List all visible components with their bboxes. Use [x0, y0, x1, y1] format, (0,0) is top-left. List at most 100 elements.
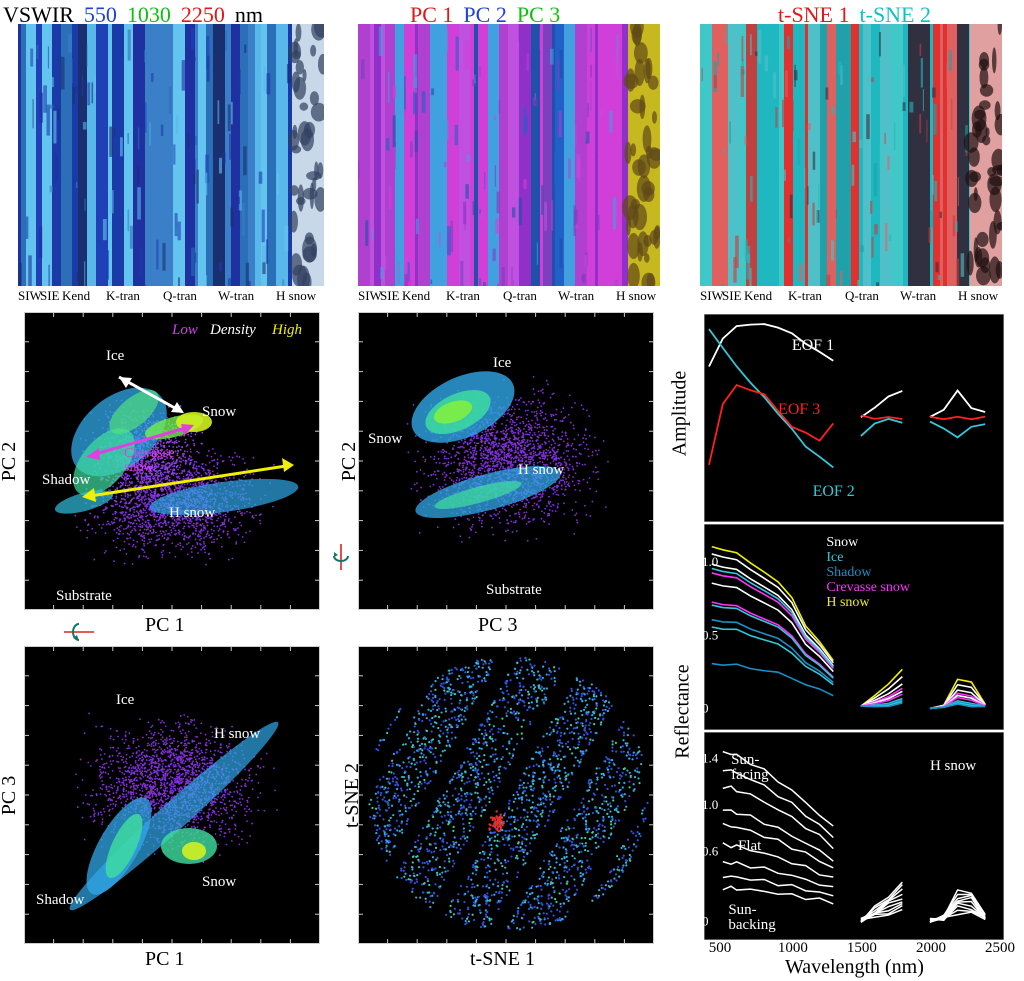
density-point	[233, 529, 236, 532]
density-point	[552, 392, 555, 395]
density-point	[435, 461, 438, 464]
density-point	[456, 468, 459, 471]
density-point	[564, 488, 567, 491]
density-point	[529, 431, 531, 434]
density-point	[180, 461, 182, 463]
density-point	[159, 443, 162, 446]
density-point	[123, 528, 125, 530]
density-point	[233, 464, 236, 466]
density-point	[104, 549, 107, 552]
strip-speckle	[262, 245, 267, 263]
strip-column	[552, 24, 555, 286]
strip-speckle	[803, 168, 806, 189]
density-point	[465, 477, 468, 480]
density-point	[235, 541, 238, 543]
density-point	[145, 475, 147, 478]
density-point	[575, 512, 578, 515]
density-point	[530, 426, 533, 429]
density-point	[158, 494, 160, 496]
density-point	[119, 549, 122, 552]
density-point	[196, 450, 199, 453]
density-point	[202, 462, 204, 465]
density-point	[481, 459, 484, 462]
density-point	[141, 539, 144, 542]
strip-speckle	[518, 24, 521, 42]
density-point	[179, 542, 182, 545]
strip-column	[712, 24, 717, 286]
density-point	[452, 447, 454, 450]
density-point	[541, 432, 544, 434]
density-point	[531, 400, 534, 403]
density-point	[572, 424, 575, 427]
density-point	[131, 529, 133, 532]
density-point	[130, 514, 133, 517]
density-point	[188, 474, 191, 477]
density-point	[194, 433, 197, 436]
density-point	[529, 520, 531, 523]
density-point	[580, 453, 582, 456]
strip-column	[459, 24, 466, 286]
strip-texture	[989, 256, 1001, 284]
density-point	[246, 468, 248, 471]
strip-column	[404, 24, 415, 286]
density-point	[485, 437, 488, 440]
density-point	[170, 529, 173, 532]
density-point	[563, 471, 565, 474]
strip-column	[124, 24, 133, 286]
density-point	[222, 460, 225, 462]
density-point	[504, 539, 507, 542]
density-point	[452, 526, 455, 529]
strip-speckle	[415, 218, 419, 235]
density-point	[530, 497, 533, 500]
density-point	[150, 525, 153, 528]
density-point	[157, 478, 160, 481]
density-point	[143, 503, 146, 505]
density-point	[502, 467, 505, 470]
density-point	[116, 487, 119, 490]
density-point	[521, 462, 523, 465]
density-point	[432, 483, 435, 486]
strip-speckle	[919, 113, 922, 134]
density-point	[556, 489, 558, 492]
density-point	[171, 441, 174, 444]
density-point	[192, 475, 195, 478]
density-point	[539, 409, 542, 412]
density-point	[128, 486, 130, 489]
density-point	[194, 546, 197, 549]
density-point	[192, 464, 195, 467]
density-point	[179, 405, 182, 407]
density-point	[165, 478, 167, 481]
density-point	[169, 488, 172, 491]
density-point	[187, 516, 190, 519]
density-point	[232, 477, 235, 479]
density-point	[154, 445, 157, 447]
density-point	[227, 520, 230, 522]
density-point	[505, 434, 508, 437]
top-title-2: PC 1 PC 2 PC 3	[410, 2, 570, 28]
density-point	[146, 505, 149, 508]
density-point	[485, 448, 487, 450]
strip-speckle	[551, 200, 554, 231]
density-point	[189, 522, 191, 525]
density-point	[210, 518, 213, 521]
strip-speckle	[414, 131, 418, 152]
density-point	[138, 554, 141, 557]
density-point	[537, 430, 540, 433]
density-point	[128, 513, 131, 516]
top-title-3: t-SNE 1 t-SNE 2	[778, 2, 941, 28]
density-point	[530, 457, 533, 460]
density-point	[149, 460, 152, 463]
density-point	[213, 538, 215, 541]
strip-column	[87, 24, 96, 286]
strip-speckle	[733, 257, 737, 283]
density-point	[507, 460, 510, 463]
strip-speckle	[94, 75, 96, 95]
density-point	[557, 467, 560, 470]
strip-speckle	[831, 105, 835, 115]
density-point	[219, 512, 221, 515]
strip-texture	[646, 272, 655, 286]
strip-texture	[991, 47, 997, 74]
strip-speckle	[413, 91, 417, 115]
strip-speckle	[266, 239, 269, 264]
strip-speckle	[229, 133, 231, 160]
